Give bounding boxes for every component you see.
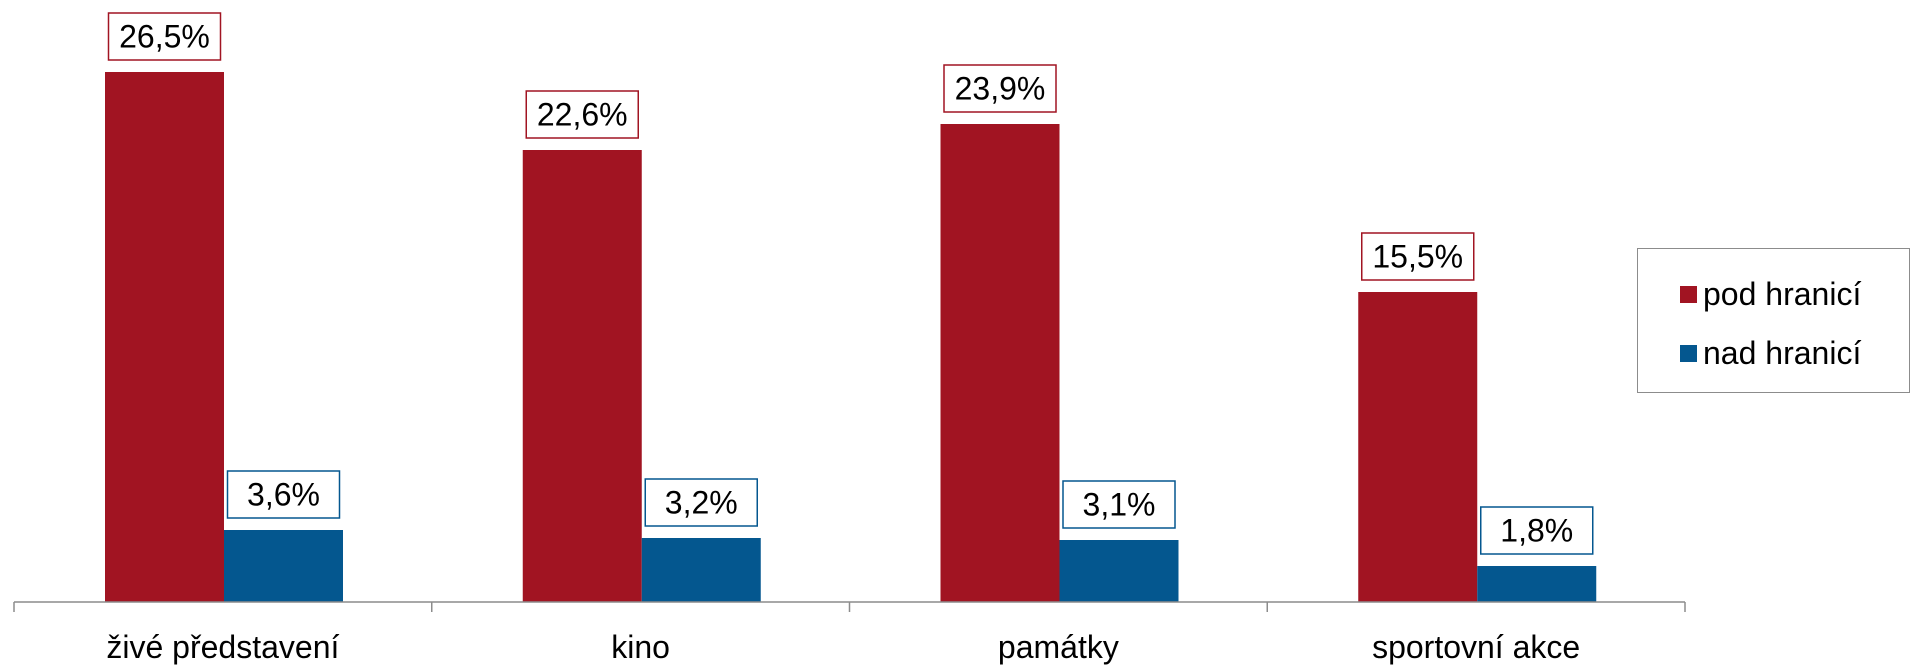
bar-nad-hranici (1477, 566, 1596, 602)
data-label: 3,2% (645, 479, 757, 526)
data-label-text: 26,5% (119, 19, 210, 55)
bar-pod-hranici (941, 124, 1060, 602)
x-tick-label: sportovní akce (1372, 629, 1580, 665)
data-label: 15,5% (1362, 233, 1474, 280)
bar-pod-hranici (1358, 292, 1477, 602)
data-label-text: 23,9% (955, 71, 1046, 107)
data-label: 23,9% (944, 65, 1056, 112)
data-label-text: 3,1% (1083, 487, 1156, 523)
bar-nad-hranici (1060, 540, 1179, 602)
data-label-text: 15,5% (1372, 239, 1463, 275)
bar-pod-hranici (523, 150, 642, 602)
data-label-text: 22,6% (537, 97, 628, 133)
x-axis: živé představení kino památky sportovní akc… (14, 602, 1685, 665)
bar-nad-hranici (642, 538, 761, 602)
x-tick-label: živé představení (106, 629, 339, 665)
data-label: 3,6% (228, 471, 340, 518)
legend-swatch-nad-hranici (1680, 345, 1697, 362)
legend-item-pod-hranici: pod hranicí (1680, 278, 1861, 310)
legend: pod hranicí nad hranicí (1637, 248, 1910, 393)
bars-group (105, 72, 1596, 602)
legend-label-pod-hranici: pod hranicí (1703, 278, 1861, 310)
data-label: 22,6% (526, 91, 638, 138)
data-label: 1,8% (1481, 507, 1593, 554)
x-tick-label: kino (611, 629, 670, 665)
data-label-text: 1,8% (1500, 513, 1573, 549)
legend-item-nad-hranici: nad hranicí (1680, 337, 1861, 369)
x-tick-label: památky (998, 629, 1119, 665)
legend-label-nad-hranici: nad hranicí (1703, 337, 1861, 369)
data-label-text: 3,2% (665, 485, 738, 521)
data-label: 3,1% (1063, 481, 1175, 528)
bar-pod-hranici (105, 72, 224, 602)
data-label: 26,5% (109, 13, 221, 60)
legend-swatch-pod-hranici (1680, 286, 1697, 303)
bar-nad-hranici (224, 530, 343, 602)
data-label-text: 3,6% (247, 477, 320, 513)
